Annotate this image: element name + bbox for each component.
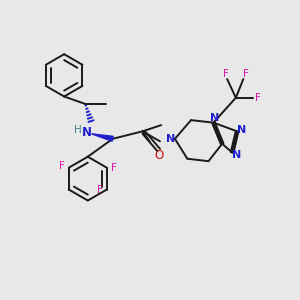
Polygon shape xyxy=(92,134,113,141)
Text: F: F xyxy=(243,69,249,79)
Text: O: O xyxy=(154,149,163,162)
Text: N: N xyxy=(82,126,92,139)
Text: N: N xyxy=(166,134,175,144)
Text: F: F xyxy=(59,161,65,171)
Text: F: F xyxy=(223,69,229,79)
Text: F: F xyxy=(111,163,117,173)
Text: N: N xyxy=(237,125,247,135)
Text: H: H xyxy=(74,124,82,135)
Text: F: F xyxy=(255,93,261,103)
Text: N: N xyxy=(210,113,219,123)
Text: F: F xyxy=(97,184,103,195)
Text: N: N xyxy=(232,151,241,160)
